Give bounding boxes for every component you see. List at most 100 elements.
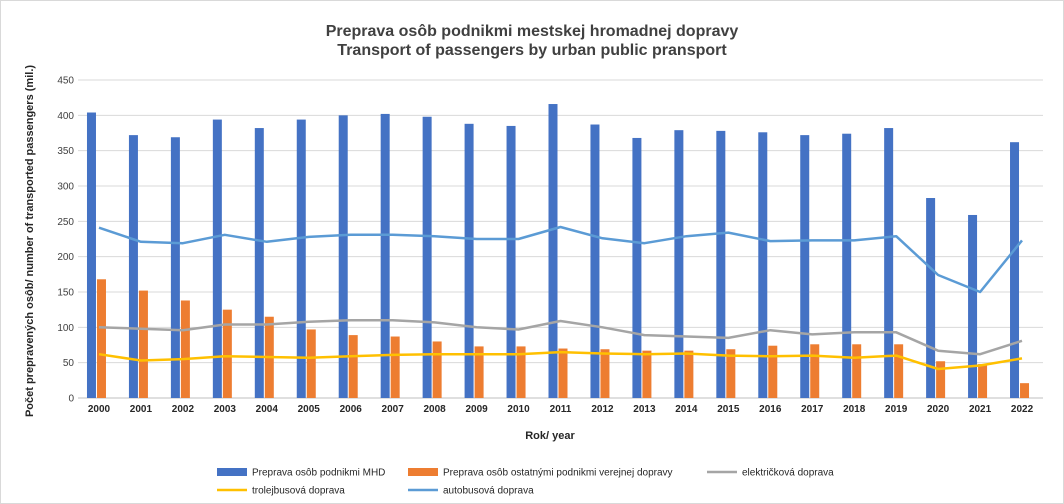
legend-label: Preprava osôb ostatnými podnikmi verejne… bbox=[443, 468, 673, 479]
legend: Preprava osôb podnikmi MHD Preprava osôb … bbox=[217, 468, 834, 497]
chart-subtitle: Transport of passengers by urban public … bbox=[337, 42, 727, 59]
bar-other bbox=[600, 349, 610, 398]
legend-label: električková doprava bbox=[742, 468, 834, 479]
bar-mhd bbox=[128, 135, 138, 398]
bar-other bbox=[852, 344, 862, 398]
bar-mhd bbox=[170, 137, 180, 399]
x-tick-label: 2011 bbox=[550, 404, 572, 415]
legend-swatch bbox=[408, 468, 438, 476]
bar-other bbox=[390, 336, 400, 398]
bar-other bbox=[726, 349, 736, 398]
x-tick-label: 2012 bbox=[591, 404, 614, 415]
x-tick-label: 2002 bbox=[172, 404, 195, 415]
x-tick-label: 2021 bbox=[969, 404, 992, 415]
bar-other bbox=[516, 346, 526, 398]
series-line-4 bbox=[98, 225, 1023, 294]
bar-mhd bbox=[1010, 142, 1020, 398]
x-tick-label: 2007 bbox=[382, 404, 405, 415]
bar-mhd bbox=[716, 130, 726, 398]
x-tick-label: 2015 bbox=[717, 404, 740, 415]
bar-other bbox=[348, 335, 358, 398]
y-tick-label: 50 bbox=[63, 358, 75, 369]
bar-mhd bbox=[548, 104, 558, 398]
x-tick-label: 2020 bbox=[927, 404, 950, 415]
legend-label: trolejbusová doprava bbox=[252, 486, 345, 497]
bar-other bbox=[642, 350, 652, 398]
y-tick-label: 350 bbox=[57, 146, 74, 157]
bar-mhd bbox=[422, 116, 432, 398]
bar-other bbox=[684, 350, 694, 398]
x-tick-label: 2003 bbox=[214, 404, 237, 415]
bar-mhd bbox=[674, 130, 684, 398]
bar-mhd bbox=[632, 137, 642, 399]
series-line-3 bbox=[98, 350, 1023, 371]
x-axis-label: Rok/ year bbox=[525, 430, 575, 442]
x-tick-label: 2013 bbox=[633, 404, 656, 415]
bar-other bbox=[894, 344, 904, 398]
y-tick-label: 250 bbox=[57, 217, 74, 228]
bar-mhd bbox=[380, 113, 390, 399]
x-tick-label: 2017 bbox=[801, 404, 824, 415]
x-tick-label: 2019 bbox=[885, 404, 908, 415]
bar-other bbox=[1020, 383, 1030, 398]
series-lines bbox=[98, 225, 1023, 371]
y-tick-label: 150 bbox=[57, 288, 74, 299]
y-axis-ticks: 0 50 100 150 200 250 300 350 400 450 bbox=[57, 76, 74, 405]
bar-mhd bbox=[758, 132, 768, 398]
y-tick-label: 400 bbox=[57, 111, 74, 122]
bar-mhd bbox=[506, 125, 516, 398]
x-axis-ticks: 2000 2001 2002 2003 2004 2005 2006 2007 2008 2009… bbox=[88, 404, 1034, 415]
legend-label: autobusová doprava bbox=[443, 486, 534, 497]
bar-mhd bbox=[926, 198, 936, 398]
x-tick-label: 2008 bbox=[424, 404, 447, 415]
bar-mhd bbox=[842, 133, 852, 398]
bar-other bbox=[432, 341, 442, 398]
y-tick-label: 100 bbox=[57, 323, 74, 334]
bar-mhd bbox=[884, 128, 894, 398]
y-tick-label: 450 bbox=[57, 76, 74, 87]
bar-other bbox=[810, 344, 820, 398]
x-tick-label: 2018 bbox=[843, 404, 866, 415]
bar-other bbox=[306, 329, 316, 398]
bar-other bbox=[96, 279, 106, 398]
y-tick-label: 200 bbox=[57, 252, 74, 263]
x-tick-label: 2004 bbox=[256, 404, 279, 415]
bar-mhd bbox=[86, 112, 96, 399]
series-line-2 bbox=[98, 319, 1023, 356]
y-tick-label: 0 bbox=[68, 394, 74, 405]
bar-other bbox=[768, 345, 778, 398]
x-tick-label: 2016 bbox=[759, 404, 782, 415]
x-tick-label: 2001 bbox=[130, 404, 153, 415]
x-tick-label: 2010 bbox=[507, 404, 530, 415]
x-tick-label: 2005 bbox=[298, 404, 321, 415]
x-tick-label: 2006 bbox=[340, 404, 363, 415]
x-tick-label: 2014 bbox=[675, 404, 698, 415]
bar-other bbox=[936, 361, 946, 398]
bar-other bbox=[180, 300, 190, 398]
y-axis-label: Počet prepravených osôb/ number of trans… bbox=[24, 65, 36, 417]
y-tick-label: 300 bbox=[57, 182, 74, 193]
gridlines bbox=[78, 79, 1043, 399]
x-tick-label: 2000 bbox=[88, 404, 111, 415]
x-tick-label: 2022 bbox=[1011, 404, 1034, 415]
bar-other bbox=[222, 309, 232, 398]
bar-mhd bbox=[968, 214, 978, 398]
bar-other bbox=[558, 348, 568, 398]
bar-mhd bbox=[464, 123, 474, 399]
bar-mhd bbox=[800, 135, 810, 398]
legend-label: Preprava osôb podnikmi MHD bbox=[252, 468, 385, 479]
bar-other bbox=[474, 346, 484, 398]
bar-mhd bbox=[254, 128, 264, 398]
bars bbox=[86, 104, 1030, 399]
chart-title: Preprava osôb podnikmi mestskej hromadne… bbox=[326, 23, 739, 40]
bar-mhd bbox=[296, 119, 306, 398]
x-tick-label: 2009 bbox=[465, 404, 488, 415]
bar-other bbox=[138, 290, 148, 398]
legend-swatch bbox=[217, 468, 247, 476]
bar-mhd bbox=[338, 115, 348, 398]
bar-mhd bbox=[212, 119, 222, 398]
bar-other bbox=[978, 364, 988, 398]
bar-mhd bbox=[590, 124, 600, 399]
